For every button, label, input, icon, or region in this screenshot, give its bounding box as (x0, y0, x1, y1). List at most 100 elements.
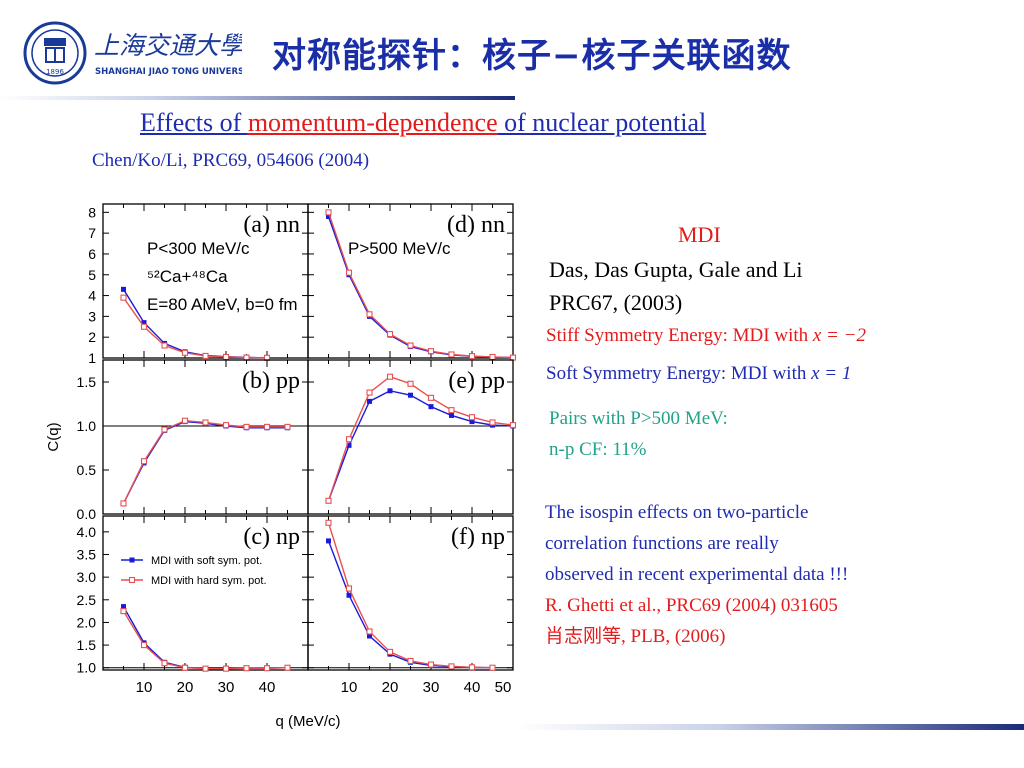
stiff-math: x = −2 (812, 325, 866, 346)
y-tick-label: 1 (88, 350, 96, 366)
y-tick-label: 4 (88, 288, 96, 304)
np-cf-note: n-p CF: 11% (549, 439, 647, 460)
data-point-hard (448, 663, 455, 670)
data-point-hard (161, 342, 168, 349)
data-point-hard (202, 352, 209, 359)
x-tick-label: 50 (495, 679, 512, 696)
data-point-hard (448, 351, 455, 358)
soft-prefix: Soft Symmetry Energy: MDI with (546, 363, 812, 384)
data-point-soft (346, 442, 352, 448)
x-axis-title: q (MeV/c) (275, 713, 340, 730)
isospin-line-2: correlation functions are really (545, 533, 779, 554)
footer-divider (515, 724, 1024, 730)
panel-label: (c) np (243, 524, 300, 550)
logo-cn: 上海交通大學 (94, 31, 242, 60)
data-point-hard (140, 323, 148, 330)
data-point-soft (428, 404, 434, 410)
data-point-hard (222, 665, 230, 672)
subtitle: Effects of momentum-dependence of nuclea… (140, 108, 706, 138)
x-tick-label: 40 (259, 679, 276, 696)
data-point-hard (366, 389, 373, 396)
soft-math: x = 1 (811, 363, 852, 384)
data-point-hard (366, 311, 373, 318)
data-point-hard (161, 660, 168, 667)
x-tick-label: 20 (177, 679, 194, 696)
panel-label: (a) nn (243, 212, 300, 238)
y-tick-label: 6 (88, 246, 96, 262)
y-tick-label: 1.0 (77, 418, 97, 434)
data-point-hard (161, 426, 168, 433)
data-point-hard (386, 648, 394, 655)
data-point-soft (367, 633, 372, 639)
data-point-hard (448, 407, 455, 414)
data-point-soft (346, 592, 352, 598)
y-tick-label: 1.5 (77, 374, 97, 390)
data-point-soft (326, 538, 331, 544)
data-point-hard (181, 664, 189, 671)
series-line-soft (327, 390, 514, 502)
data-point-soft (387, 388, 393, 394)
data-point-hard (222, 422, 230, 429)
data-point-hard (345, 269, 353, 276)
data-point-soft (121, 286, 126, 292)
data-point-hard (407, 342, 414, 349)
data-point-hard (325, 519, 332, 526)
logo-year: 1896 (46, 68, 64, 76)
data-point-hard (284, 423, 291, 430)
isospin-line-1: The isospin effects on two-particle (545, 502, 809, 523)
data-point-hard (427, 348, 435, 355)
y-tick-label: 3.0 (77, 569, 97, 585)
data-point-hard (489, 419, 496, 426)
data-point-hard (243, 423, 250, 430)
logo-en: SHANGHAI JIAO TONG UNIVERSITY (95, 67, 242, 77)
data-point-hard (386, 373, 394, 380)
data-point-hard (120, 294, 127, 301)
stiff-prefix: Stiff Symmetry Energy: MDI with (546, 325, 813, 346)
data-point-hard (468, 414, 476, 421)
data-point-hard (489, 353, 496, 361)
y-tick-label: 8 (88, 204, 96, 220)
data-point-hard (407, 380, 414, 387)
data-point-hard (509, 422, 517, 429)
data-point-hard (263, 423, 271, 430)
data-point-soft (121, 604, 126, 610)
legend-marker-soft (129, 557, 135, 563)
data-point-soft (449, 412, 454, 418)
x-tick-label: 10 (136, 679, 153, 696)
y-tick-label: 2.0 (77, 614, 97, 630)
experimental-refs: R. Ghetti et al., PRC69 (2004) 031605 肖志… (545, 590, 838, 652)
isospin-note: The isospin effects on two-particle corr… (545, 497, 848, 590)
data-point-hard (345, 585, 353, 592)
y-tick-label: 2.5 (77, 592, 97, 608)
reference: Chen/Ko/Li, PRC69, 054606 (2004) (92, 150, 370, 171)
data-point-hard (468, 664, 476, 671)
y-tick-label: 1.0 (77, 660, 97, 676)
data-point-hard (366, 628, 373, 635)
data-point-soft (326, 213, 331, 219)
mdi-authors-ref: PRC67, (2003) (549, 290, 683, 315)
data-point-hard (407, 657, 414, 664)
y-tick-label: 0.0 (77, 506, 97, 522)
data-point-hard (243, 354, 250, 361)
y-tick-label: 3.5 (77, 547, 97, 563)
series-line-hard (327, 375, 514, 502)
data-point-hard (427, 661, 435, 668)
y-axis-title: C(q) (45, 422, 62, 451)
series-line-hard (122, 297, 268, 359)
data-point-soft (141, 320, 147, 326)
data-point-hard (202, 665, 209, 672)
data-point-hard (345, 436, 353, 443)
data-point-hard (468, 353, 476, 360)
series-line-soft (122, 420, 288, 504)
data-point-hard (386, 331, 394, 338)
page-title: 对称能探针：核子−核子关联函数 (272, 36, 792, 76)
panel-label: (b) pp (242, 368, 300, 394)
university-logo: 1896 上海交通大學 SHANGHAI JIAO TONG UNIVERSIT… (23, 21, 242, 85)
data-point-hard (325, 209, 332, 216)
legend-marker-hard (128, 576, 136, 584)
data-point-hard (120, 608, 127, 615)
mdi-label: MDI (678, 222, 721, 247)
pairs-note: Pairs with P>500 MeV: (549, 408, 728, 429)
y-tick-label: 5 (88, 267, 96, 283)
y-tick-label: 1.5 (77, 637, 97, 653)
